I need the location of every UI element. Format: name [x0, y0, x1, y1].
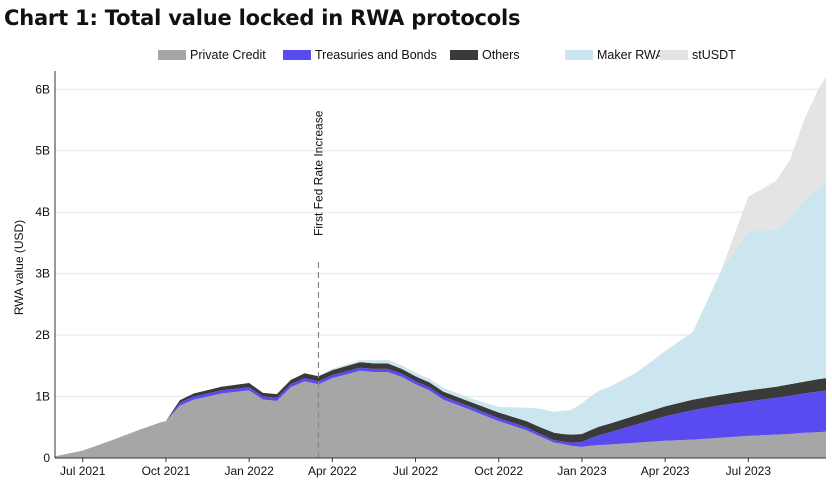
- legend-swatch: [660, 50, 688, 60]
- x-tick-label: Jul 2021: [60, 464, 106, 478]
- x-tick-label: Jul 2022: [393, 464, 439, 478]
- legend-item: Private Credit: [158, 43, 266, 67]
- y-tick-label: 4B: [35, 205, 50, 219]
- area-series-3: [55, 181, 826, 457]
- legend-label: Others: [482, 48, 520, 62]
- legend-item: stUSDT: [660, 43, 736, 67]
- legend-swatch: [158, 50, 186, 60]
- y-tick-label: 0: [43, 451, 50, 465]
- y-tick-label: 1B: [35, 390, 50, 404]
- legend-swatch: [450, 50, 478, 60]
- legend-swatch: [565, 50, 593, 60]
- y-tick-label: 6B: [35, 82, 50, 96]
- legend-swatch: [283, 50, 311, 60]
- chart-title: Chart 1: Total value locked in RWA proto…: [4, 6, 521, 30]
- legend-label: Private Credit: [190, 48, 266, 62]
- x-tick-label: Jan 2023: [557, 464, 607, 478]
- area-series-2: [55, 362, 826, 457]
- y-tick-label: 2B: [35, 328, 50, 342]
- y-tick-label: 3B: [35, 267, 50, 281]
- area-series-1: [55, 367, 826, 457]
- x-tick-label: Oct 2022: [474, 464, 523, 478]
- y-tick-label: 5B: [35, 144, 50, 158]
- x-tick-label: Jan 2022: [224, 464, 274, 478]
- y-axis-title: RWA value (USD): [12, 220, 26, 315]
- legend-label: stUSDT: [692, 48, 736, 62]
- chart-legend: Private Credit Treasuries and Bonds Others…: [0, 43, 832, 67]
- x-tick-label: Oct 2021: [142, 464, 191, 478]
- x-tick-label: Apr 2023: [641, 464, 690, 478]
- legend-label: Treasuries and Bonds: [315, 48, 437, 62]
- legend-item: Treasuries and Bonds: [283, 43, 437, 67]
- x-tick-label: Jul 2023: [726, 464, 772, 478]
- legend-item: Maker RWA: [565, 43, 664, 67]
- legend-item: Others: [450, 43, 520, 67]
- annotation-label: First Fed Rate Increase: [311, 110, 325, 236]
- area-series-0: [55, 370, 826, 458]
- legend-label: Maker RWA: [597, 48, 664, 62]
- x-tick-label: Apr 2022: [308, 464, 357, 478]
